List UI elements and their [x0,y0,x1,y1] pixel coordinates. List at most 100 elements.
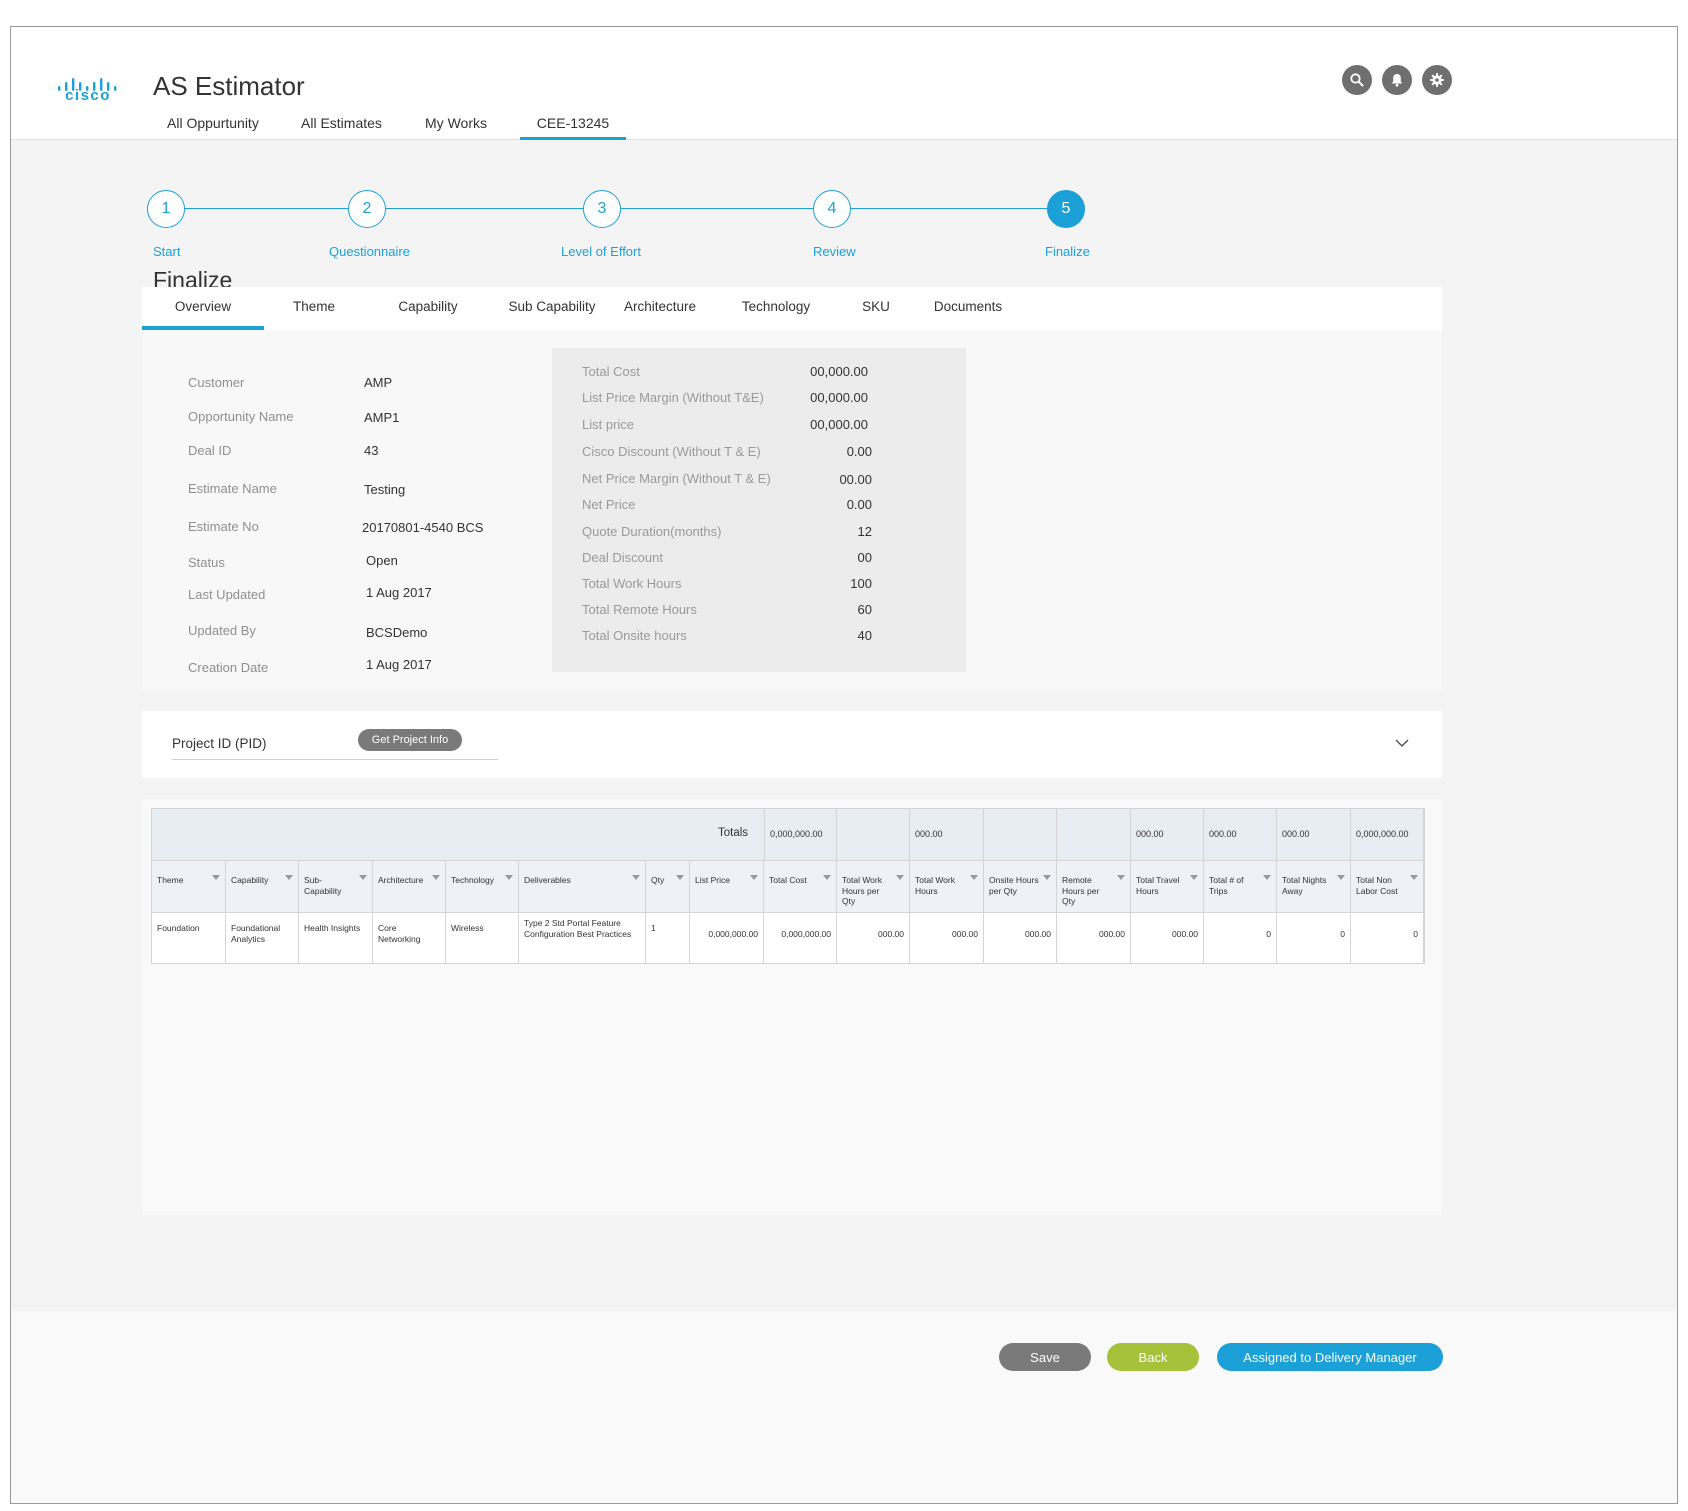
project-id-field-underline[interactable] [172,759,498,760]
column-header-label: Total Nights Away [1282,875,1327,896]
sort-caret-icon[interactable] [359,875,367,880]
column-header[interactable]: Technology [446,861,519,912]
updated-by-value: BCSDemo [366,625,428,640]
step-1-label[interactable]: Start [153,244,181,259]
sort-caret-icon[interactable] [750,875,758,880]
column-header[interactable]: Total Travel Hours [1131,861,1204,912]
sort-caret-icon[interactable] [285,875,293,880]
estimate-grid: Totals 0,000,000.00 000.00 000.00 000.00 000… [151,808,1425,964]
column-header[interactable]: Theme [152,861,226,912]
column-header[interactable]: Total # of Trips [1204,861,1277,912]
tab-technology[interactable]: Technology [741,299,811,314]
column-header[interactable]: Remote Hours per Qty [1057,861,1131,912]
table-cell: 0,000,000.00 [690,913,764,963]
total-onsite-hours-value: 40 [857,628,872,643]
step-4-circle[interactable]: 4 [813,190,851,228]
get-project-info-button[interactable]: Get Project Info [358,729,462,751]
column-header[interactable]: List Price [690,861,764,912]
column-header[interactable]: Architecture [373,861,446,912]
table-cell: 0 [1351,913,1424,963]
column-header-label: Total Work Hours per Qty [842,875,882,907]
totals-cell: 000.00 [1131,809,1204,860]
table-cell: 000.00 [910,913,984,963]
sort-caret-icon[interactable] [970,875,978,880]
step-connector [621,208,813,209]
bell-icon[interactable] [1382,65,1412,95]
column-header[interactable]: Deliverables [519,861,646,912]
sort-caret-icon[interactable] [1190,875,1198,880]
search-icon[interactable] [1342,65,1372,95]
sort-caret-icon[interactable] [212,875,220,880]
list-price-value: 00,000.00 [810,417,868,432]
column-header[interactable]: Total Non Labor Cost [1351,861,1424,912]
column-header[interactable]: Qty [646,861,690,912]
tab-sub-capability[interactable]: Sub Capability [508,299,596,314]
sort-caret-icon[interactable] [1410,875,1418,880]
column-header-label: Onsite Hours per Qty [989,875,1039,896]
nav-all-estimates[interactable]: All Estimates [301,115,382,131]
sort-caret-icon[interactable] [1117,875,1125,880]
cisco-discount-value: 0.00 [846,444,872,459]
table-cell: Foundational Analytics [226,913,299,963]
chevron-down-icon[interactable] [1392,735,1412,751]
total-remote-hours-label: Total Remote Hours [582,602,697,617]
sort-caret-icon[interactable] [676,875,684,880]
tab-architecture[interactable]: Architecture [623,299,697,314]
list-price-label: List price [582,417,635,432]
table-row: Foundation Foundational Analytics Health I… [152,913,1424,963]
customer-value: AMP [364,375,393,390]
nav-all-opportunity[interactable]: All Oppurtunity [167,115,259,131]
table-cell: Foundation [152,913,226,963]
opportunity-name-value: AMP1 [364,410,400,425]
nav-my-works[interactable]: My Works [425,115,487,131]
progress-stepper: 1 2 3 4 5 Start Questionnaire Level of E… [11,140,1677,270]
tab-sku[interactable]: SKU [862,299,890,314]
sort-caret-icon[interactable] [823,875,831,880]
column-header[interactable]: Total Work Hours [910,861,984,912]
sort-caret-icon[interactable] [632,875,640,880]
sort-caret-icon[interactable] [1337,875,1345,880]
totals-row: Totals 0,000,000.00 000.00 000.00 000.00 000… [152,809,1424,861]
tab-capability[interactable]: Capability [398,299,458,314]
column-header-label: Total Work Hours [915,875,955,896]
tab-documents[interactable]: Documents [933,299,1003,314]
column-header[interactable]: Total Work Hours per Qty [837,861,910,912]
table-cell: Core Networking [373,913,446,963]
step-2-label[interactable]: Questionnaire [329,244,410,259]
column-header-label: Qty [651,875,665,885]
sort-caret-icon[interactable] [896,875,904,880]
tab-theme[interactable]: Theme [292,299,336,314]
net-price-margin-value: 00.00 [839,472,872,487]
gear-icon[interactable] [1422,65,1452,95]
sort-caret-icon[interactable] [432,875,440,880]
column-header[interactable]: Onsite Hours per Qty [984,861,1057,912]
tab-overview[interactable]: Overview [142,299,264,330]
cisco-discount-label: Cisco Discount (Without T & E) [582,444,761,459]
step-5-label[interactable]: Finalize [1045,244,1090,259]
totals-cell [1057,809,1131,860]
total-remote-hours-value: 60 [857,602,872,617]
updated-by-label: Updated By [188,623,256,638]
step-4-label[interactable]: Review [813,244,856,259]
estimate-name-value: Testing [364,482,406,497]
assign-delivery-manager-button[interactable]: Assigned to Delivery Manager [1217,1343,1443,1371]
sort-caret-icon[interactable] [505,875,513,880]
step-5-circle[interactable]: 5 [1047,190,1085,228]
step-3-label[interactable]: Level of Effort [561,244,641,259]
sort-caret-icon[interactable] [1263,875,1271,880]
save-button[interactable]: Save [999,1343,1091,1371]
sort-caret-icon[interactable] [1043,875,1051,880]
step-3-circle[interactable]: 3 [583,190,621,228]
step-1-circle[interactable]: 1 [147,190,185,228]
creation-date-label: Creation Date [188,660,269,675]
column-header[interactable]: Total Cost [764,861,837,912]
nav-estimate-cee-13245[interactable]: CEE-13245 [520,115,626,140]
back-button[interactable]: Back [1107,1343,1199,1371]
column-header[interactable]: Total Nights Away [1277,861,1351,912]
step-2-circle[interactable]: 2 [348,190,386,228]
totals-cell: 0,000,000.00 [1351,809,1424,860]
column-header[interactable]: Capability [226,861,299,912]
table-cell: 000.00 [1057,913,1131,963]
net-price-label: Net Price [582,497,636,512]
column-header[interactable]: Sub-Capability [299,861,373,912]
